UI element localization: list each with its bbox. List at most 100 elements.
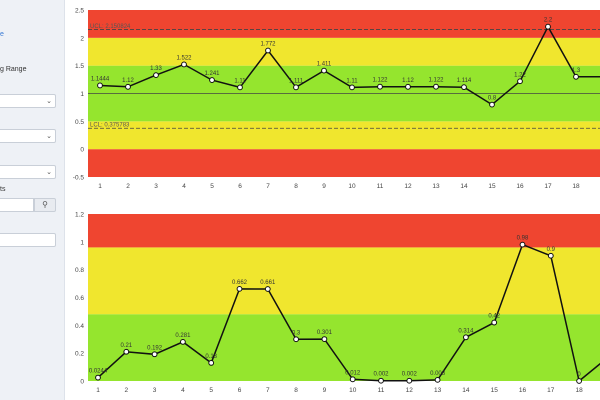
data-label: 1.122 [428, 78, 444, 84]
data-label: 0.301 [317, 330, 333, 336]
x-tick-label: 8 [294, 387, 298, 394]
y-tick-label: 1.2 [75, 212, 84, 219]
select-dropdown-1[interactable]: ⌄ [0, 94, 56, 108]
search-input[interactable] [0, 198, 34, 212]
x-tick-label: 5 [210, 183, 214, 190]
x-tick-label: 1 [96, 387, 100, 394]
x-tick-label: 10 [349, 387, 357, 394]
y-tick-label: 1.5 [75, 63, 84, 70]
data-point [321, 336, 328, 343]
band-yellow-1 [88, 121, 600, 150]
data-point [180, 338, 186, 345]
x-tick-label: 2 [126, 183, 130, 190]
data-label: 1.122 [372, 78, 388, 84]
data-label: 1.11 [346, 78, 358, 84]
data-point [377, 83, 383, 90]
y-tick-label: 2.5 [75, 8, 84, 15]
x-tick-label: 8 [294, 183, 298, 190]
x-tick-label: 11 [377, 183, 384, 190]
data-label: 1.12 [122, 78, 134, 84]
band-green-0 [88, 314, 600, 381]
x-tick-label: 5 [209, 387, 213, 394]
range-label: g Range [0, 66, 27, 73]
search-button[interactable]: ⚲ [34, 198, 56, 212]
band-red-0 [88, 149, 600, 177]
x-tick-label: 17 [544, 183, 552, 190]
data-label: 0 [577, 372, 581, 378]
data-label: 0.8 [488, 96, 497, 102]
text-input[interactable] [0, 233, 56, 247]
data-label: 0.192 [147, 345, 163, 351]
data-point [125, 83, 131, 90]
data-label: 0.002 [402, 372, 418, 378]
y-tick-label: 0.2 [75, 351, 84, 358]
x-tick-label: 3 [154, 183, 158, 190]
x-tick-label: 4 [182, 183, 186, 190]
data-point [576, 378, 582, 384]
y-tick-label: 0 [80, 147, 84, 154]
sidebar-link[interactable]: e [0, 31, 4, 38]
data-point [209, 77, 215, 83]
y-tick-label: 2 [80, 35, 84, 42]
x-tick-label: 12 [406, 387, 414, 394]
data-label: 1.111 [289, 78, 304, 84]
data-point [123, 348, 130, 355]
data-point [491, 319, 498, 326]
data-point [406, 377, 413, 384]
band-red-2 [88, 214, 600, 248]
select-dropdown-2[interactable]: ⌄ [0, 129, 56, 143]
data-point [181, 61, 187, 68]
data-label: 0.0244 [89, 369, 108, 375]
data-point [293, 84, 299, 91]
data-label: 0.3 [292, 330, 301, 336]
data-point [434, 376, 441, 383]
data-label: 1.241 [204, 71, 220, 77]
sidebar: e g Range ⌄ ⌄ ⌄ ts ⚲ [0, 0, 65, 400]
chevron-down-icon: ⌄ [46, 132, 52, 140]
data-point [545, 23, 551, 30]
x-tick-label: 16 [519, 387, 527, 394]
data-label: 2.2 [544, 18, 553, 24]
ucl-label: UCL: 2.150824 [90, 24, 131, 30]
search-icon: ⚲ [42, 200, 48, 209]
x-tick-label: 7 [266, 183, 270, 190]
band-yellow-3 [88, 37, 600, 66]
x-tick-label: 13 [432, 183, 440, 190]
x-tick-label: 18 [572, 183, 580, 190]
y-tick-label: 0.6 [75, 295, 84, 302]
data-point [405, 83, 411, 90]
section-label: ts [0, 186, 6, 193]
x-tick-label: 15 [491, 387, 499, 394]
data-point [97, 82, 103, 89]
x-tick-label: 15 [488, 183, 496, 190]
data-label: 0.42 [488, 314, 500, 320]
x-tick-label: 6 [238, 183, 242, 190]
data-label: 1.114 [457, 78, 472, 84]
data-point [151, 351, 158, 358]
data-point [463, 334, 469, 341]
lcl-label: LCL: 0.375783 [90, 123, 130, 129]
data-label: 1.33 [150, 66, 162, 72]
data-label: 0.002 [373, 372, 389, 378]
data-label: 0.9 [547, 247, 556, 253]
x-tick-label: 2 [124, 387, 128, 394]
y-tick-label: 0 [80, 379, 84, 386]
x-tick-label: 7 [266, 387, 270, 394]
data-label: 0.662 [232, 280, 248, 286]
y-tick-label: 0.8 [75, 267, 84, 274]
data-point [489, 101, 495, 108]
y-tick-label: -0.5 [73, 175, 85, 182]
x-tick-label: 9 [322, 183, 326, 190]
select-dropdown-3[interactable]: ⌄ [0, 165, 56, 179]
control-chart-1: -0.500.511.522.51 2 3 4 5 6 7 8 9 10 11 12 13 14 15 16 1… [73, 8, 600, 190]
band-red-4 [88, 10, 600, 38]
x-tick-label: 12 [404, 183, 412, 190]
data-label: 1.1444 [91, 76, 110, 82]
x-tick-label: 18 [575, 387, 583, 394]
x-tick-label: 13 [434, 387, 442, 394]
data-point [378, 377, 384, 384]
data-point [461, 84, 467, 91]
data-point [265, 47, 271, 54]
data-label: 0.661 [260, 280, 276, 286]
data-point [547, 252, 554, 259]
